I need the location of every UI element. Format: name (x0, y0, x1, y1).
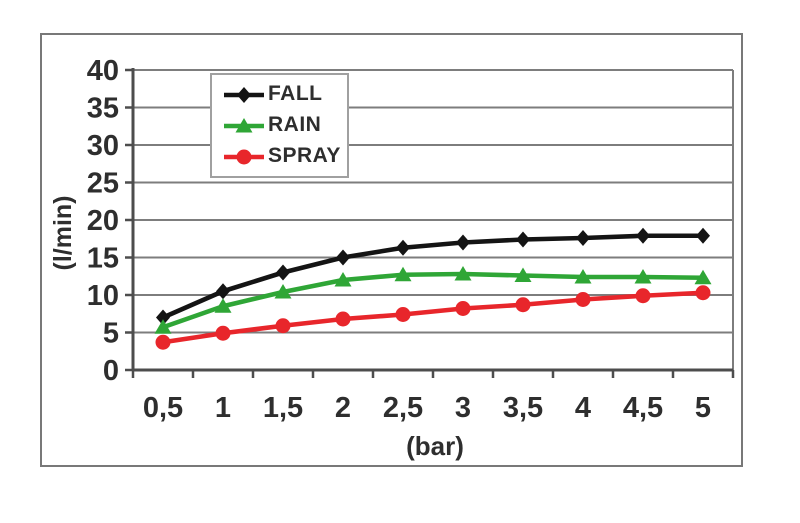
marker-rain-0 (154, 319, 172, 334)
marker-rain-9 (694, 269, 712, 285)
marker-rain-4 (394, 266, 412, 282)
legend-entry-fall: FALL (222, 82, 343, 106)
x-tick-label: 4,5 (623, 392, 663, 424)
x-tick-label: 1,5 (263, 392, 303, 424)
marker-fall-7 (576, 230, 590, 246)
series-line-spray (160, 290, 706, 345)
legend-label-spray: SPRAY (268, 144, 341, 167)
y-tick-label: 35 (87, 93, 119, 125)
legend-marker-fall (237, 86, 251, 103)
series-line-rain (160, 271, 706, 330)
marker-fall-9 (696, 227, 710, 244)
marker-rain-3 (334, 272, 352, 287)
x-tick-label: 1 (215, 392, 231, 424)
y-tick-label: 0 (103, 355, 119, 387)
x-tick-label: 3,5 (503, 392, 543, 424)
marker-rain-2 (274, 284, 292, 299)
marker-fall-2 (276, 264, 290, 281)
marker-spray-0 (155, 334, 171, 350)
fall-series-marker-icon (224, 86, 264, 103)
marker-fall-6 (516, 231, 530, 248)
series-line-fall (160, 233, 706, 320)
marker-spray-8 (635, 288, 651, 304)
legend-marker-spray (236, 149, 252, 164)
y-tick-label: 25 (87, 168, 119, 200)
x-tick-label: 2 (335, 392, 351, 424)
tick-labels: 0 5 10 15 20 25 30 35 40 0,5 1 1,5 2 2,5 3 3,5 4 4,5 5 (87, 55, 711, 424)
marker-spray-3 (335, 311, 351, 327)
legend-entry-rain: RAIN (222, 113, 343, 137)
legend-marker-rain (235, 117, 253, 132)
y-tick-label: 15 (87, 243, 119, 275)
series-fall (156, 227, 710, 326)
rain-series-marker-icon (224, 117, 264, 132)
legend-label-fall: FALL (268, 82, 323, 105)
marker-fall-5 (456, 234, 470, 251)
marker-rain-5 (454, 266, 472, 281)
chart-legend: FALL RAIN SPRAY (210, 73, 349, 178)
marker-spray-5 (455, 301, 471, 316)
x-tick-label: 2,5 (383, 392, 423, 424)
marker-fall-4 (396, 239, 410, 256)
axes (125, 68, 735, 378)
marker-spray-1 (215, 325, 231, 341)
x-tick-label: 4 (575, 392, 591, 424)
marker-fall-8 (636, 227, 650, 244)
marker-spray-9 (695, 285, 711, 301)
marker-fall-3 (336, 249, 350, 266)
x-tick-label: 5 (695, 392, 711, 424)
x-axis-title: (bar) (406, 431, 464, 461)
marker-fall-0 (156, 309, 170, 326)
series-rain (154, 266, 712, 334)
spray-series-marker-icon (224, 149, 264, 164)
y-tick-label: 40 (87, 55, 119, 87)
marker-rain-8 (634, 269, 652, 284)
legend-entry-spray: SPRAY (222, 144, 343, 168)
marker-spray-6 (515, 297, 531, 313)
y-tick-label: 30 (87, 130, 119, 162)
y-tick-label: 5 (103, 318, 119, 350)
marker-rain-1 (214, 298, 232, 313)
marker-spray-2 (275, 318, 291, 334)
marker-fall-1 (216, 283, 230, 300)
marker-rain-7 (574, 269, 592, 284)
x-tick-label: 3 (455, 392, 471, 424)
y-axis-title: (l/min) (49, 196, 77, 271)
marker-spray-4 (395, 307, 411, 322)
legend-label-rain: RAIN (268, 113, 322, 136)
marker-spray-7 (575, 292, 591, 307)
y-tick-label: 20 (87, 205, 119, 237)
y-tick-label: 10 (87, 280, 119, 312)
marker-rain-6 (514, 267, 532, 282)
x-tick-label: 0,5 (143, 392, 183, 424)
series-spray (155, 285, 711, 350)
